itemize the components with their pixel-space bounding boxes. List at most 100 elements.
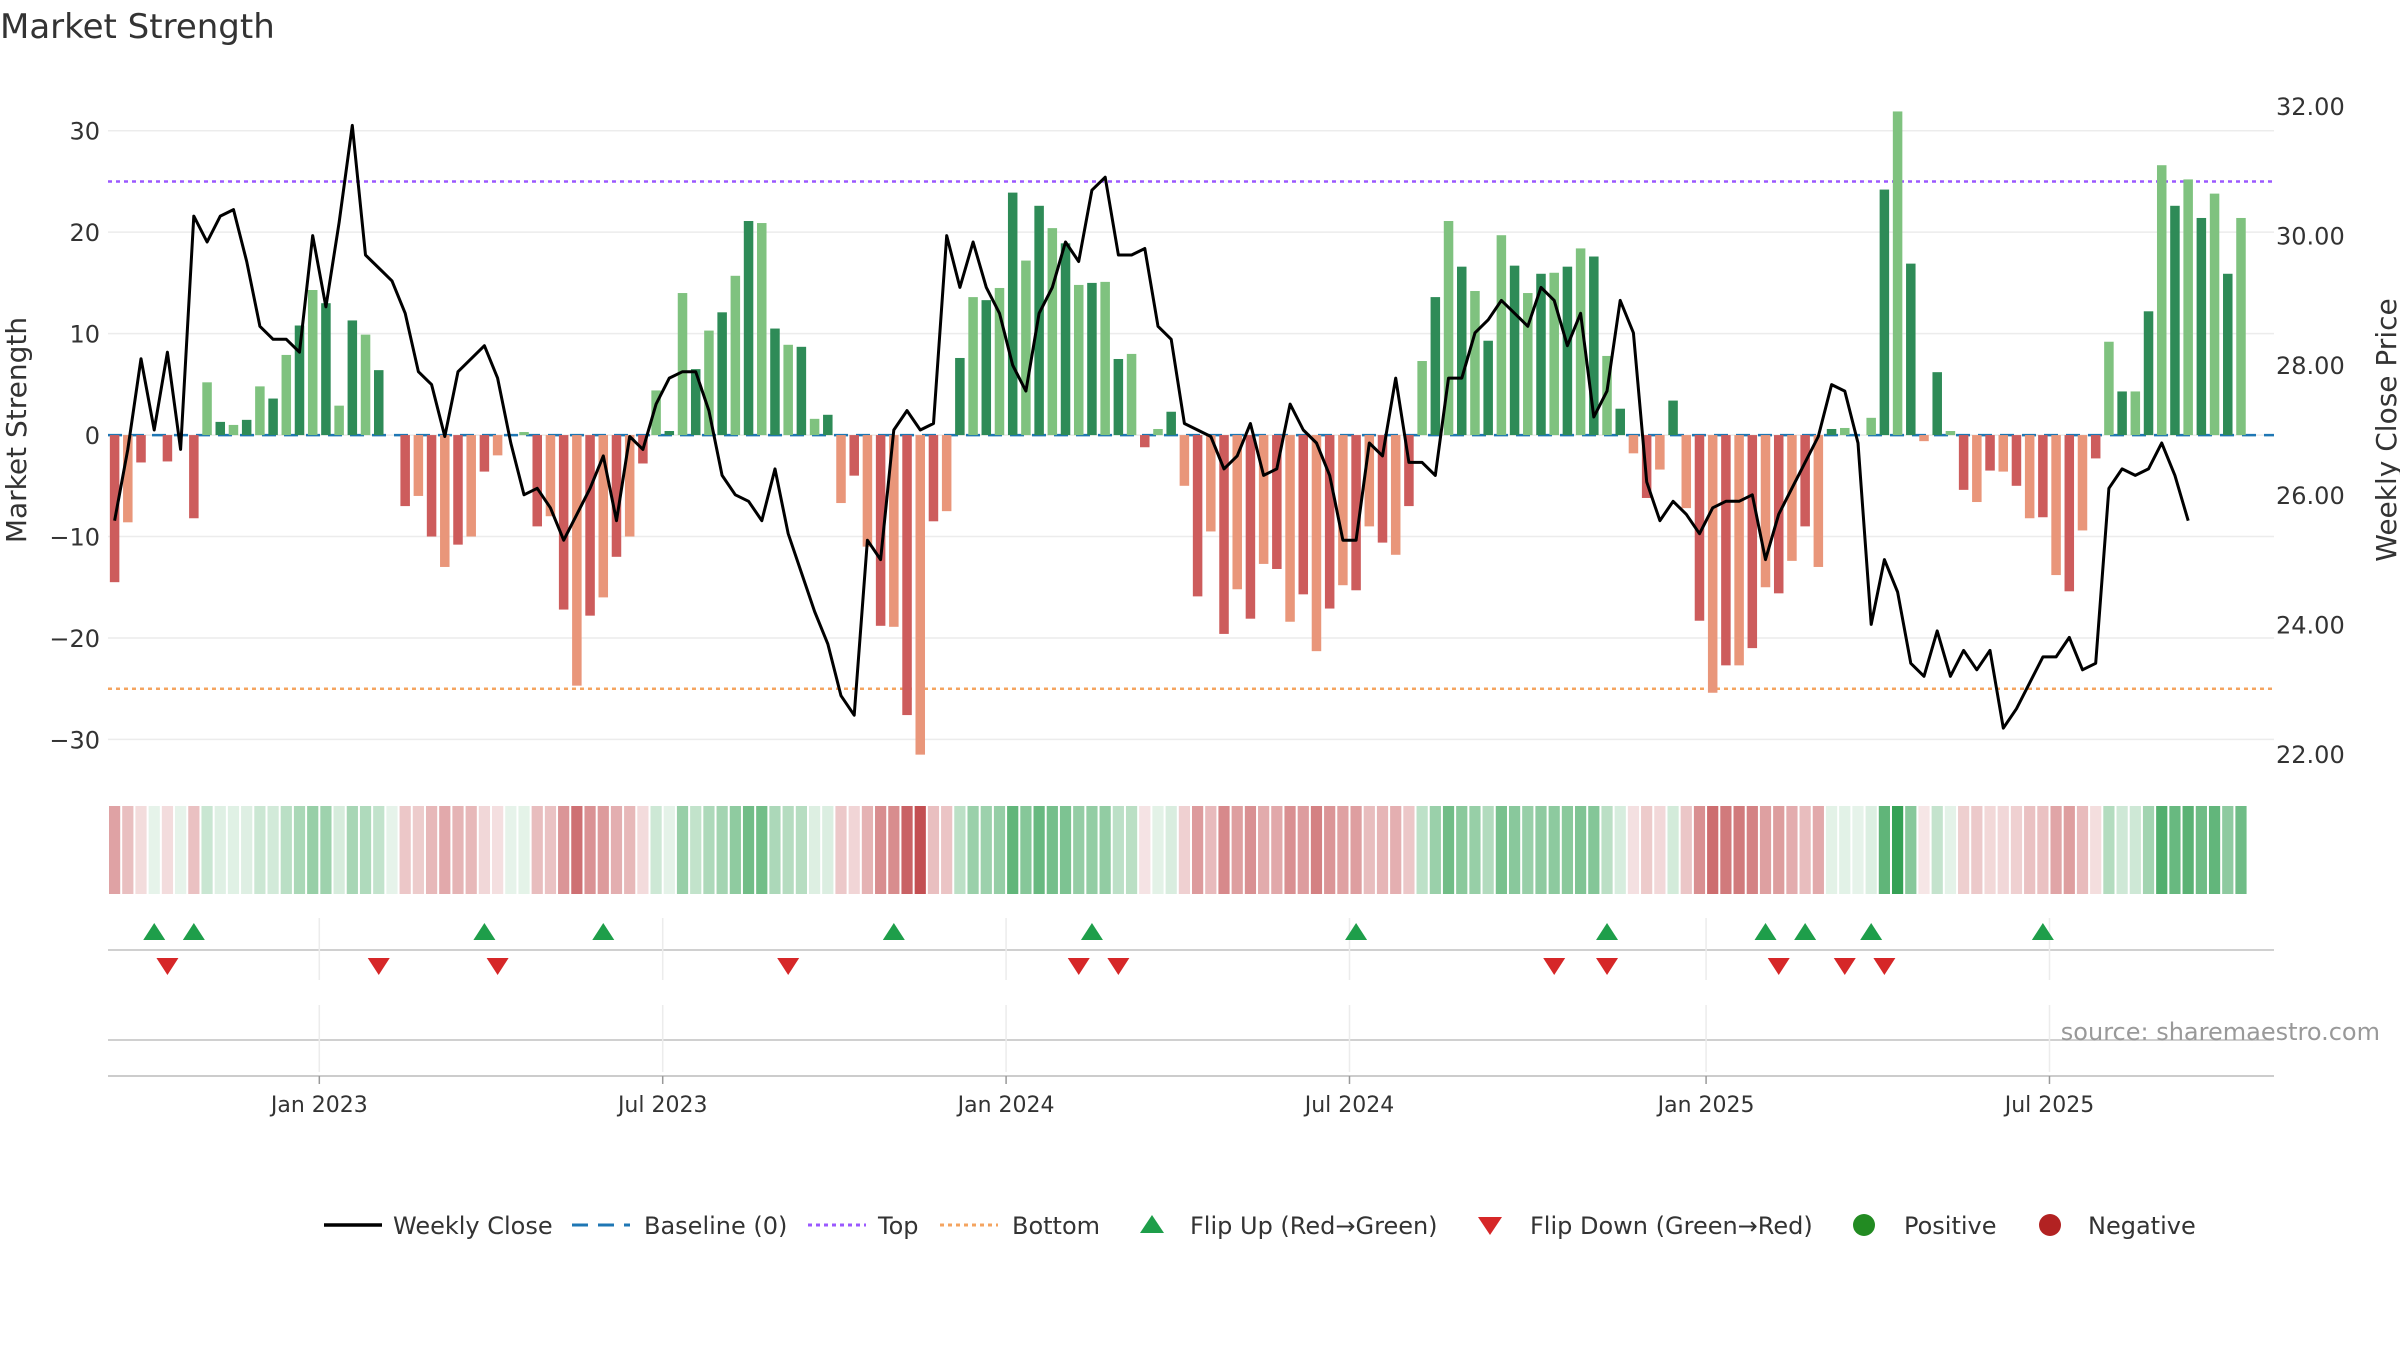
legend-label: Negative [2088,1212,2196,1240]
strength-bar [1364,435,1375,527]
strength-bar [1245,435,1256,619]
strength-bar [1324,435,1335,609]
strength-cell [1020,806,1032,894]
strength-bar [849,435,859,476]
strength-bar [1483,340,1493,436]
strength-bar [2183,179,2193,436]
strength-bar [1351,435,1361,591]
strength-bar [1932,372,1942,436]
flip-signal-panel [108,918,2274,980]
strength-bar [109,435,120,583]
strength-bar [1681,435,1692,509]
strength-cell [1852,806,1864,894]
strength-cell [637,806,649,894]
left-tick-label: 20 [69,219,100,247]
legend: Weekly Close Baseline (0) Top Bottom Flip Up… [324,1212,2196,1240]
strength-bar [968,297,978,436]
strength-bar [492,435,503,456]
right-tick-label: 28.00 [2276,352,2345,380]
strength-cell [373,806,385,894]
strength-bar [1443,221,1454,436]
strength-cell [1165,806,1177,894]
strength-bar [136,435,146,463]
strength-bar [730,275,741,436]
strength-bar [1747,435,1758,649]
strength-cell [2156,806,2168,894]
strength-cell [1297,806,1309,894]
strength-cell [1033,806,1045,894]
chart-title: Market Strength [0,7,275,47]
left-tick-label: −30 [49,726,100,754]
strength-cell [1178,806,1190,894]
strength-bar [2236,217,2246,436]
strength-cell [359,806,372,894]
strength-cell [425,806,438,894]
strength-cell [1376,806,1389,894]
strength-cell [1984,806,1996,894]
strength-bar [1734,435,1744,666]
strength-cell [1548,806,1560,894]
strength-heat-strip [109,806,2247,894]
strength-bar [1655,435,1665,470]
flip-down-marker [1873,958,1896,975]
x-tick-label: Jul 2023 [616,1093,708,1118]
left-axis: −30 −20 −10 0 10 20 30 [49,118,100,755]
strength-bar [1007,192,1018,436]
strength-bar [1800,435,1810,527]
strength-bar [2011,435,2022,486]
legend-label: Flip Down (Green→Red) [1530,1212,1813,1240]
strength-cell [861,806,874,894]
strength-bar [572,435,582,686]
strength-cell [795,806,807,894]
strength-bar [2223,273,2233,436]
strength-bar [321,303,331,436]
strength-cell [465,806,477,894]
weekly-close-line [113,123,2190,730]
strength-cell [518,806,530,894]
strength-bar [1760,435,1771,588]
strength-cell [2063,806,2075,894]
flip-down-marker [1107,958,1130,975]
strength-cell [2169,806,2181,894]
strength-bar [598,435,609,598]
strength-bar [1985,435,1995,471]
strength-cell [175,806,187,894]
strength-cell [1007,806,1019,894]
strength-bar [281,354,292,436]
strength-cell [875,806,887,894]
strength-bar [1919,435,1929,442]
strength-bar [1972,435,1982,503]
strength-cell [1588,806,1600,894]
strength-cell [716,806,728,894]
strength-bar [2156,165,2167,436]
legend-label: Flip Up (Red→Green) [1190,1212,1438,1240]
strength-cell [1244,806,1257,894]
left-tick-label: 10 [69,321,100,349]
strength-cell [1693,806,1706,894]
strength-cell [1403,806,1415,894]
strength-bar [1126,353,1137,436]
strength-cell [267,806,279,894]
strength-bar [1523,293,1533,436]
strength-cell [2037,806,2049,894]
strength-bar [664,431,675,436]
strength-bar [1562,266,1573,436]
strength-bar [836,435,846,504]
flip-up-marker [182,923,205,940]
strength-bar [1470,291,1480,436]
strength-cell [1310,806,1323,894]
strength-cell [610,806,623,894]
right-tick-label: 26.00 [2276,482,2345,510]
strength-bar [743,221,754,436]
strength-bar [1998,435,2009,472]
strength-cell [1456,806,1468,894]
strength-cell [808,806,821,894]
strength-cell [412,806,424,894]
strength-bar [268,398,278,436]
strength-cell [1324,806,1336,894]
strength-cell [1152,806,1164,894]
strength-bar [1179,435,1190,486]
strength-bar [1377,435,1388,543]
strength-bar [1668,400,1678,436]
strength-cell [2142,806,2155,894]
